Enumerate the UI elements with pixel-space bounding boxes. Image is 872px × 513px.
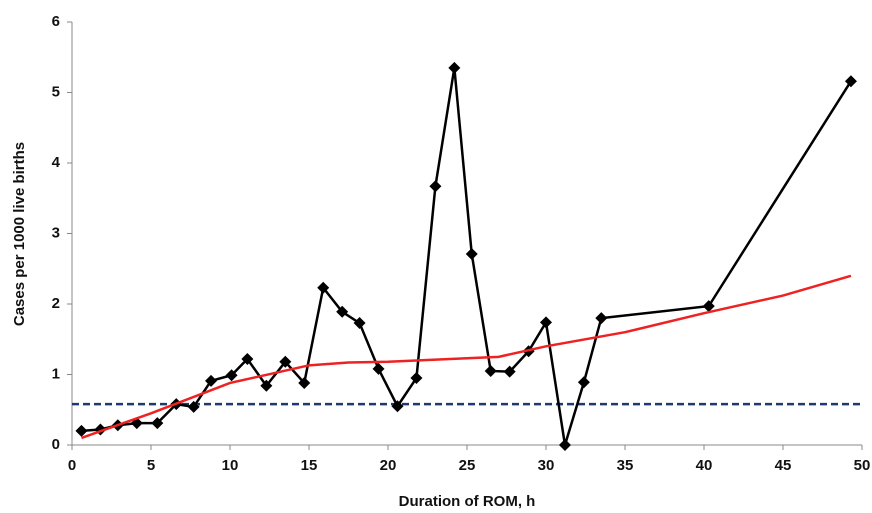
- point-marker: [577, 376, 590, 389]
- point-marker: [317, 281, 330, 294]
- point-marker: [372, 362, 385, 375]
- point-marker: [260, 379, 273, 392]
- point-marker: [558, 439, 571, 451]
- point-marker: [429, 180, 442, 193]
- x-tick-label: 45: [775, 457, 792, 474]
- point-marker: [844, 75, 857, 88]
- point-marker: [448, 61, 461, 74]
- series-line: [81, 67, 852, 446]
- point-marker: [484, 364, 497, 377]
- x-tick-label: 20: [380, 457, 397, 474]
- x-tick-label: 5: [147, 457, 155, 474]
- point-marker: [465, 247, 478, 260]
- series-line: [81, 274, 852, 440]
- y-tick-label: 4: [52, 154, 61, 171]
- x-axis-label: Duration of ROM, h: [399, 493, 536, 510]
- point-marker: [298, 376, 311, 389]
- x-tick-label: 0: [68, 457, 76, 474]
- point-marker: [187, 400, 200, 413]
- y-tick-label: 6: [52, 13, 60, 30]
- y-tick-label: 1: [52, 365, 60, 382]
- x-tick-label: 25: [459, 457, 476, 474]
- x-tick-label: 35: [617, 457, 634, 474]
- point-marker: [279, 355, 292, 368]
- y-tick-label: 5: [52, 83, 60, 100]
- point-marker: [595, 312, 608, 325]
- y-axis-label: Cases per 1000 live births: [11, 142, 28, 326]
- point-marker: [353, 317, 366, 330]
- y-tick-label: 3: [52, 224, 60, 241]
- point-marker: [503, 365, 516, 378]
- point-marker: [75, 424, 88, 437]
- point-marker: [225, 369, 238, 382]
- y-tick-label: 2: [52, 295, 60, 312]
- point-marker: [205, 374, 218, 387]
- x-tick-label: 10: [222, 457, 239, 474]
- point-marker: [391, 400, 404, 413]
- point-marker: [702, 300, 715, 313]
- x-tick-label: 50: [854, 457, 871, 474]
- point-marker: [151, 417, 164, 430]
- point-marker: [336, 305, 349, 318]
- point-marker: [540, 316, 552, 329]
- point-marker: [241, 352, 254, 365]
- x-tick-label: 15: [301, 457, 318, 474]
- x-tick-label: 30: [538, 457, 555, 474]
- y-tick-label: 0: [52, 436, 60, 453]
- point-marker: [410, 372, 423, 385]
- x-tick-label: 40: [696, 457, 713, 474]
